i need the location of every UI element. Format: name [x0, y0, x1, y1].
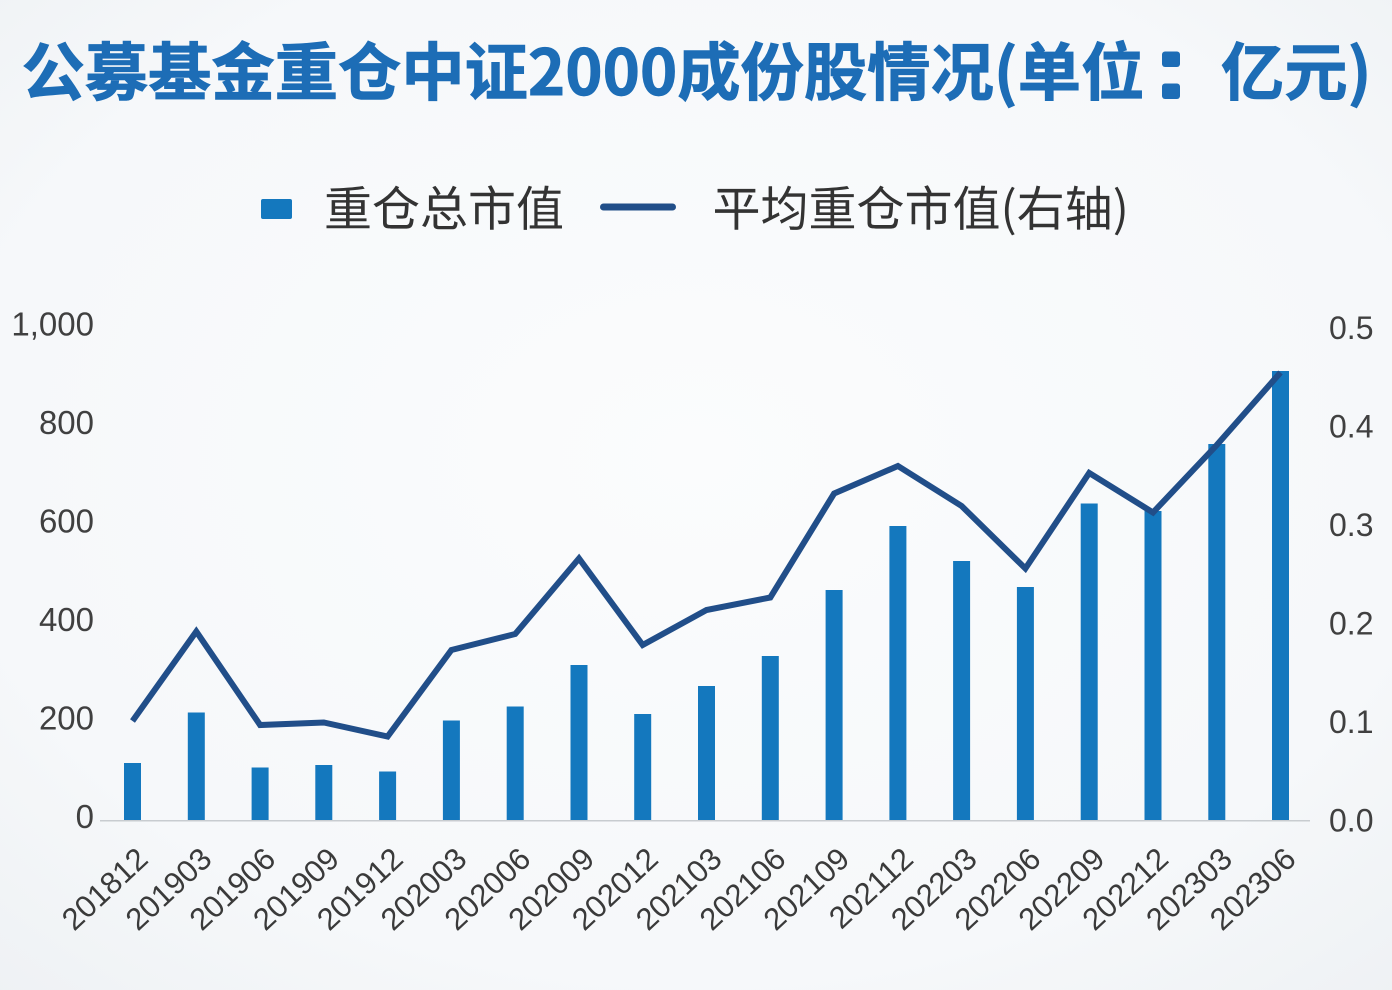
svg-text:0.4: 0.4: [1329, 409, 1373, 445]
svg-text:800: 800: [39, 404, 94, 441]
svg-text:0.3: 0.3: [1329, 507, 1373, 543]
svg-text:0.5: 0.5: [1329, 310, 1373, 346]
svg-text:1,000: 1,000: [11, 306, 94, 343]
svg-text:0.2: 0.2: [1329, 606, 1373, 642]
svg-text:0.0: 0.0: [1329, 803, 1373, 839]
svg-text:0.1: 0.1: [1329, 704, 1373, 740]
svg-text:400: 400: [39, 601, 94, 638]
svg-text:0: 0: [76, 798, 94, 835]
svg-text:200: 200: [39, 700, 94, 737]
svg-text:600: 600: [39, 503, 94, 540]
